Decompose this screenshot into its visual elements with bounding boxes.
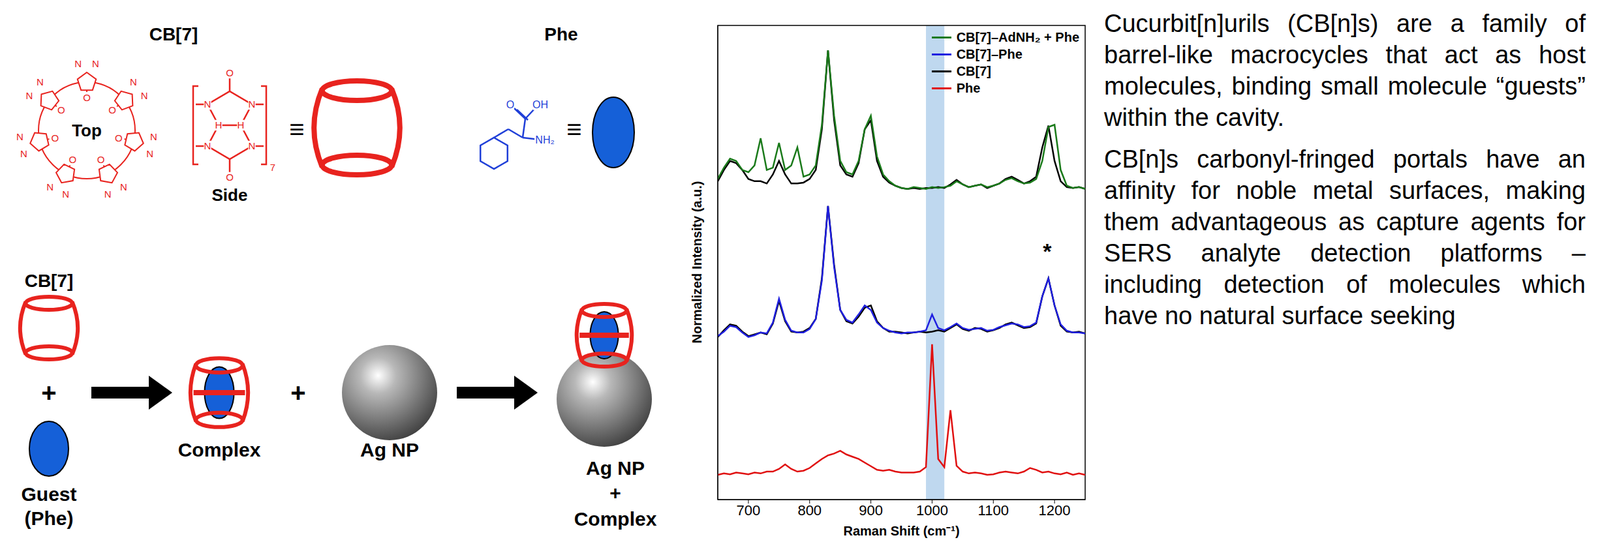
svg-text:O: O bbox=[82, 92, 91, 104]
svg-text:(Phe): (Phe) bbox=[24, 507, 74, 530]
html-text:Cucurbit[n]urils (CB[n]s) are: Cucurbit[n]urils (CB[n]s) are a family o… bbox=[1104, 9, 1586, 132]
svg-text:N: N bbox=[248, 98, 256, 110]
svg-text:Side: Side bbox=[212, 185, 248, 205]
svg-text:O: O bbox=[114, 132, 123, 144]
svg-text:N: N bbox=[92, 58, 100, 70]
html-text:Phe: Phe bbox=[956, 80, 981, 95]
svg-text:7: 7 bbox=[270, 161, 276, 173]
svg-text:O: O bbox=[506, 99, 515, 111]
svg-text:Ag NP: Ag NP bbox=[360, 439, 419, 461]
svg-text:≡: ≡ bbox=[566, 114, 582, 144]
svg-text:Ag NP: Ag NP bbox=[585, 457, 645, 479]
svg-text:O: O bbox=[97, 153, 106, 166]
svg-text:+: + bbox=[609, 482, 622, 504]
svg-text:N: N bbox=[61, 188, 70, 200]
svg-text:O: O bbox=[108, 104, 117, 116]
svg-text:700: 700 bbox=[736, 502, 761, 519]
svg-text:N: N bbox=[140, 90, 149, 102]
svg-text:N: N bbox=[150, 131, 158, 143]
svg-text:900: 900 bbox=[858, 502, 883, 519]
svg-text:O: O bbox=[50, 132, 59, 144]
svg-text:CB[7]: CB[7] bbox=[149, 24, 199, 45]
svg-text:N: N bbox=[120, 181, 128, 193]
svg-text:H: H bbox=[215, 119, 223, 131]
svg-text:CB[7]: CB[7] bbox=[24, 270, 74, 292]
svg-text:*: * bbox=[1042, 238, 1052, 264]
svg-text:N: N bbox=[146, 148, 154, 160]
svg-text:N: N bbox=[204, 98, 212, 110]
svg-text:≡: ≡ bbox=[289, 114, 305, 144]
svg-text:Top: Top bbox=[71, 120, 102, 141]
svg-text:Complex: Complex bbox=[574, 508, 658, 530]
svg-text:Raman Shift (cm⁻¹): Raman Shift (cm⁻¹) bbox=[843, 523, 960, 539]
svg-text:800: 800 bbox=[797, 502, 822, 519]
svg-text:N: N bbox=[104, 188, 112, 200]
svg-text:O: O bbox=[68, 153, 77, 166]
svg-text:OH: OH bbox=[532, 99, 549, 111]
svg-text:+: + bbox=[41, 378, 57, 408]
html-text:CB[7]: CB[7] bbox=[956, 63, 992, 78]
svg-text:N: N bbox=[25, 90, 33, 102]
svg-text:1200: 1200 bbox=[1038, 502, 1071, 519]
svg-text:O: O bbox=[225, 67, 234, 79]
html-text:CB[7]–Phe: CB[7]–Phe bbox=[956, 46, 1023, 62]
html-text:CB[n]s carbonyl-fringed portal: CB[n]s carbonyl-fringed portals have an … bbox=[1104, 145, 1586, 330]
svg-text:1000: 1000 bbox=[916, 502, 949, 519]
svg-text:NH₂: NH₂ bbox=[535, 134, 554, 146]
svg-text:+: + bbox=[290, 378, 306, 408]
svg-text:O: O bbox=[57, 104, 66, 116]
svg-text:N: N bbox=[16, 131, 24, 143]
svg-text:N: N bbox=[36, 76, 44, 88]
html-text:Normalized Intensity (a.u.): Normalized Intensity (a.u.) bbox=[689, 181, 704, 344]
svg-text:N: N bbox=[129, 76, 138, 88]
svg-text:N: N bbox=[204, 140, 212, 152]
svg-text:O: O bbox=[225, 171, 234, 183]
svg-text:Guest: Guest bbox=[20, 483, 77, 506]
html-text:CB[7]–AdNH₂ + Phe: CB[7]–AdNH₂ + Phe bbox=[956, 29, 1080, 45]
svg-text:Complex: Complex bbox=[178, 439, 262, 461]
svg-text:1100: 1100 bbox=[978, 502, 1009, 519]
svg-text:H: H bbox=[237, 119, 245, 131]
svg-text:N: N bbox=[20, 148, 28, 160]
svg-text:N: N bbox=[46, 181, 54, 193]
svg-text:N: N bbox=[74, 58, 82, 70]
svg-text:Phe: Phe bbox=[544, 24, 578, 45]
svg-text:N: N bbox=[248, 140, 256, 152]
